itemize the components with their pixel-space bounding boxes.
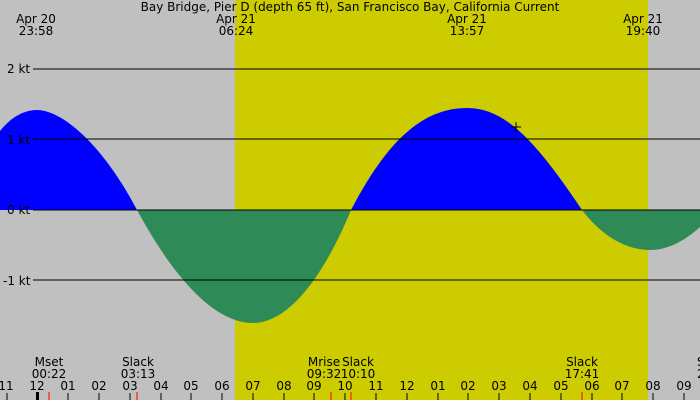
hour-label: 04 — [522, 379, 537, 393]
event-time: 2 — [697, 367, 700, 381]
hour-label: 11 — [368, 379, 383, 393]
hour-label: 01 — [430, 379, 445, 393]
ebb-area-2 — [582, 210, 700, 250]
y-label-neg1kt: -1 kt — [3, 274, 31, 288]
hour-label: 02 — [460, 379, 475, 393]
x-axis-hours: 11 12 01 02 03 04 05 06 07 08 09 10 11 1… — [0, 379, 692, 393]
top-marker-date: Apr 21 — [623, 12, 663, 26]
event-time: 00:22 — [32, 367, 67, 381]
top-marker-time: 13:57 — [450, 24, 485, 38]
hour-label: 09 — [306, 379, 321, 393]
hour-label: 07 — [245, 379, 260, 393]
chart-title: Bay Bridge, Pier D (depth 65 ft), San Fr… — [141, 0, 560, 14]
hour-label: 05 — [183, 379, 198, 393]
event-time: 17:41 — [565, 367, 600, 381]
top-marker-date: Apr 21 — [216, 12, 256, 26]
hour-label: 03 — [491, 379, 506, 393]
top-marker-time: 06:24 — [219, 24, 254, 38]
x-axis-ticks — [6, 393, 685, 400]
midnight-tick — [36, 392, 39, 400]
y-label-1kt: 1 kt — [7, 133, 30, 147]
hour-label: 10 — [337, 379, 352, 393]
hour-label: 01 — [60, 379, 75, 393]
hour-label: 05 — [553, 379, 568, 393]
event-name: Slack — [122, 355, 154, 369]
hour-label: 12 — [29, 379, 44, 393]
hour-label: 11 — [0, 379, 14, 393]
hour-label: 07 — [614, 379, 629, 393]
event-name: Mset — [35, 355, 64, 369]
event-time: 03:13 — [121, 367, 156, 381]
flood-area-1 — [0, 110, 137, 210]
hour-label: 02 — [91, 379, 106, 393]
hour-label: 04 — [153, 379, 168, 393]
event-name: Mrise — [308, 355, 340, 369]
event-name: Slack — [566, 355, 598, 369]
y-label-0kt: 0 kt — [7, 203, 30, 217]
hour-label: 08 — [645, 379, 660, 393]
top-marker-date: Apr 21 — [447, 12, 487, 26]
hour-label: 06 — [584, 379, 599, 393]
top-marker-time: 19:40 — [626, 24, 661, 38]
hour-label: 09 — [676, 379, 691, 393]
hour-label: 06 — [214, 379, 229, 393]
top-marker-time: 23:58 — [19, 24, 54, 38]
flood-area-2 — [351, 108, 582, 210]
hour-label: 12 — [399, 379, 414, 393]
event-time: 09:32 — [307, 367, 342, 381]
event-name: S — [697, 355, 700, 369]
event-time: 10:10 — [341, 367, 376, 381]
event-ticks — [48, 392, 583, 400]
y-label-2kt: 2 kt — [7, 62, 30, 76]
event-name: Slack — [342, 355, 374, 369]
hour-label: 03 — [122, 379, 137, 393]
ebb-area-1 — [137, 210, 351, 323]
top-marker-date: Apr 20 — [16, 12, 56, 26]
transit-crosshair-icon — [511, 122, 521, 132]
hour-label: 08 — [276, 379, 291, 393]
